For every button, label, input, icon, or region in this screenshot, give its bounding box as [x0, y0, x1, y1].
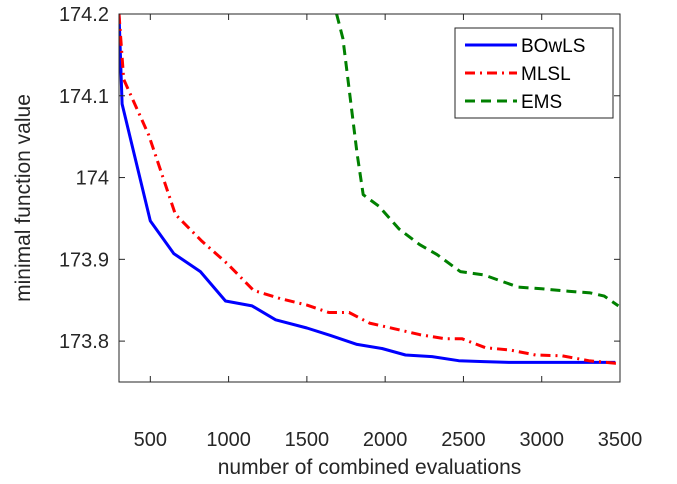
x-axis-title: number of combined evaluations	[218, 456, 522, 479]
x-tick-label: 2000	[363, 429, 408, 451]
y-tick-label: 173.9	[59, 249, 109, 271]
x-tick-label: 1500	[285, 429, 330, 451]
x-tick-label: 3500	[598, 429, 643, 451]
x-tick-label: 3000	[519, 429, 564, 451]
legend-label-ems: EMS	[521, 92, 562, 113]
legend: BOwLS MLSL EMS	[454, 27, 614, 119]
y-axis-title: minimal function value	[12, 94, 35, 302]
series-line-mlsl	[119, 14, 620, 365]
axes-layer: 500 1000 1500 2000 2500 3000 3500 173.8 173.9 174…	[59, 4, 642, 451]
series-layer	[119, 14, 620, 365]
x-tick-label: 500	[134, 429, 167, 451]
y-tick-label: 174.1	[59, 86, 109, 108]
series-line-bowls	[119, 14, 616, 364]
y-tick-label: 174	[76, 168, 109, 190]
legend-label-mlsl: MLSL	[521, 64, 571, 85]
y-tick-label: 173.8	[59, 331, 109, 353]
y-tick-label: 174.2	[59, 4, 109, 26]
axes-frame	[118, 13, 621, 383]
x-tick-label: 1000	[206, 429, 251, 451]
legend-label-bowls: BOwLS	[521, 36, 585, 57]
series-line-ems	[335, 14, 620, 308]
x-tick-label: 2500	[441, 429, 486, 451]
